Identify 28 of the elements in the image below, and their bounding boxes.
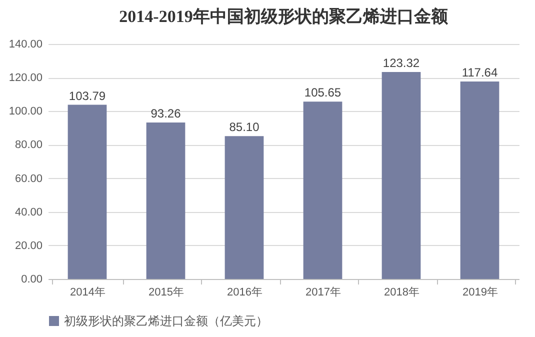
bar [146,122,186,279]
x-tick-label: 2018年 [384,286,420,298]
data-label: 123.32 [382,56,420,70]
y-tick-label: 120.00 [8,72,42,84]
y-tick-label: 140.00 [8,38,42,50]
data-label: 85.10 [229,120,260,134]
bar [460,82,500,279]
y-tick-label: 100.00 [8,106,42,118]
data-label: 117.64 [462,66,498,80]
x-tick-label: 2015年 [148,286,184,298]
y-tick-label: 80.00 [14,139,42,152]
y-tick-label: 20.00 [14,240,42,252]
bar [224,136,264,279]
bar [303,102,342,279]
y-tick-label: 40.00 [14,206,42,218]
chart-title: 2014-2019年中国初级形状的聚乙烯进口金额 [119,7,449,26]
x-tick-label: 2014年 [70,286,106,298]
y-tick-label: 0.00 [21,274,42,286]
y-tick-label: 60.00 [14,172,42,185]
data-label: 103.79 [68,88,106,103]
bar [68,104,107,279]
data-label: 105.65 [304,86,342,100]
legend-label: 初级形状的聚乙烯进口金额（亿美元） [64,314,268,328]
bar [382,72,421,279]
x-tick-label: 2019年 [462,286,498,298]
x-tick-label: 2016年 [227,286,262,298]
x-tick-label: 2017年 [306,286,341,298]
data-label: 93.26 [150,106,182,120]
